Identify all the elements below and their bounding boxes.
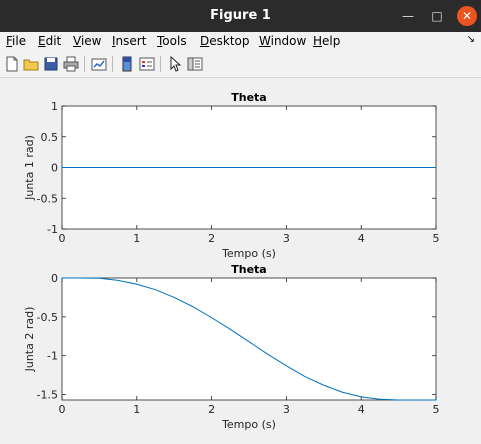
y-axis-label: Junta 1 rad) [23, 135, 36, 201]
x-axis-label: Tempo (s) [221, 418, 276, 431]
print-icon[interactable] [62, 55, 80, 73]
y-tick-label: -1.5 [37, 389, 58, 402]
x-axis-label: Tempo (s) [221, 247, 276, 260]
x-tick-label: 2 [208, 403, 215, 416]
dock-arrow-icon[interactable]: ↘ [466, 34, 475, 45]
menu-desktop[interactable]: Desktop [200, 34, 250, 48]
menu-file[interactable]: File [6, 34, 27, 48]
x-tick-label: 4 [358, 232, 365, 245]
menu-edit[interactable]: Edit [38, 34, 62, 48]
x-tick-label: 0 [59, 403, 66, 416]
figure-area: 0 1 2 3 4 5 -1 -0.5 0 0.5 1 Theta Tempo (s) Junta 1 r… [0, 78, 481, 440]
y-axis-label: Junta 2 rad) [23, 307, 36, 373]
save-icon[interactable] [42, 55, 60, 73]
menu-tools[interactable]: Tools [157, 34, 187, 48]
x-tick-label: 3 [283, 232, 290, 245]
minimize-icon: — [402, 9, 414, 23]
legend-icon[interactable] [138, 55, 156, 73]
new-figure-icon[interactable] [3, 55, 21, 73]
toolbar-separator [112, 56, 113, 72]
y-tick-label: 1 [51, 100, 58, 113]
close-icon: ✕ [461, 9, 473, 23]
menu-help[interactable]: Help [313, 34, 341, 48]
maximize-button[interactable]: □ [427, 6, 447, 26]
x-tick-label: 0 [59, 232, 66, 245]
window-title: Figure 1 [210, 8, 271, 23]
link-plot-icon[interactable] [90, 55, 108, 73]
series-line [62, 277, 436, 401]
plot-area[interactable] [61, 277, 437, 401]
y-tick-label: -1 [47, 350, 58, 363]
colorbar-icon[interactable] [118, 55, 136, 73]
menu-insert[interactable]: Insert [112, 34, 147, 48]
x-tick-label: 1 [133, 403, 140, 416]
toolbar-separator [84, 56, 85, 72]
close-button[interactable]: ✕ [457, 6, 477, 26]
toolbar-separator [160, 56, 161, 72]
minimize-button[interactable]: — [398, 6, 418, 26]
y-tick-label: -1 [47, 223, 58, 236]
x-tick-label: 5 [433, 403, 440, 416]
y-tick-label: -0.5 [37, 311, 58, 324]
edit-plot-icon[interactable] [166, 55, 184, 73]
x-tick-label: 1 [133, 232, 140, 245]
x-tick-label: 4 [358, 403, 365, 416]
chart-title: Theta [231, 263, 266, 276]
maximize-icon: □ [431, 9, 443, 23]
figure-toolbar [0, 52, 481, 78]
figure-canvas: 0 1 2 3 4 5 -1 -0.5 0 0.5 1 Theta Tempo (s) Junta 1 r… [23, 91, 440, 431]
axes-bottom[interactable]: 0 1 2 3 4 5 -1.5 -1 -0.5 0 Theta Tempo (s) Junta 2 r… [23, 263, 440, 431]
x-tick-label: 3 [283, 403, 290, 416]
y-tick-label: 0 [51, 162, 58, 175]
y-tick-label: 0.5 [41, 131, 59, 144]
y-tick-label: 0 [51, 272, 58, 285]
x-tick-label: 5 [433, 232, 440, 245]
menu-window[interactable]: Window [259, 34, 307, 48]
x-tick-label: 2 [208, 232, 215, 245]
property-inspector-icon[interactable] [186, 55, 204, 73]
y-tick-label: -0.5 [37, 192, 58, 205]
window-titlebar: Figure 1 — □ ✕ [0, 0, 481, 32]
open-file-icon[interactable] [22, 55, 40, 73]
chart-title: Theta [231, 91, 266, 104]
menu-bar: File Edit View Insert Tools Desktop Wind… [0, 32, 481, 52]
menu-view[interactable]: View [73, 34, 102, 48]
axes-top[interactable]: 0 1 2 3 4 5 -1 -0.5 0 0.5 1 Theta Tempo (s) Junta 1 r… [23, 91, 440, 260]
